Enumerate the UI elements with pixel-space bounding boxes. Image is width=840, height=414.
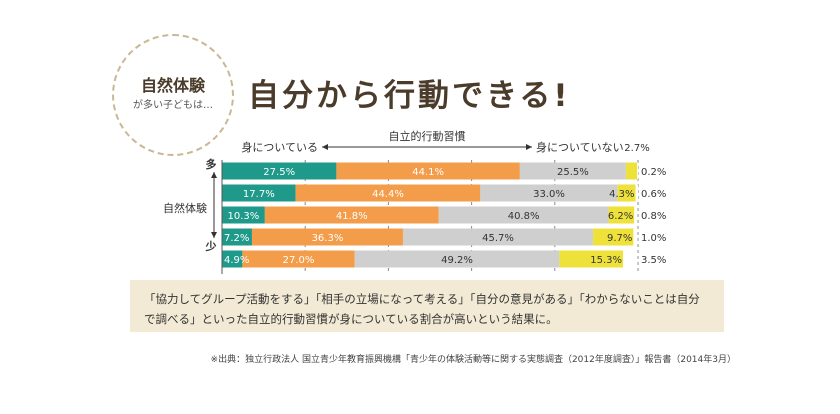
data-label: 44.1% — [412, 167, 444, 178]
data-label: 0.8% — [641, 211, 666, 222]
data-label: 45.7% — [482, 233, 514, 244]
data-label: 33.0% — [533, 189, 565, 200]
bar-segment — [222, 206, 265, 224]
bar-segment — [637, 162, 638, 180]
data-label: 7.2% — [224, 233, 249, 244]
data-label: 27.0% — [283, 255, 315, 266]
bar-segment — [480, 184, 618, 202]
badge-circle: 自然体験 が多い子どもは… — [112, 34, 234, 156]
arrow-up-icon — [211, 172, 217, 178]
bar-segment — [222, 184, 296, 202]
data-label: 40.8% — [508, 211, 540, 222]
data-label: 6.2% — [608, 211, 633, 222]
bar-segment — [242, 250, 355, 268]
bar-segment — [295, 184, 481, 202]
data-label: 15.3% — [590, 255, 622, 266]
data-label: 4.9% — [224, 255, 249, 266]
data-label: 4.3% — [609, 189, 634, 200]
y-bottom-label: 少 — [205, 239, 217, 253]
bar-segment — [402, 228, 594, 246]
bar-segment — [251, 228, 403, 246]
bar-segment — [634, 206, 638, 224]
bar-segment — [635, 184, 638, 202]
bar-segment — [438, 206, 609, 224]
bar-segment — [617, 184, 636, 202]
bar-segment — [264, 206, 439, 224]
data-label: 25.5% — [557, 167, 589, 178]
data-label: 27.5% — [263, 167, 295, 178]
bar-segment — [222, 250, 243, 268]
data-label: 49.2% — [441, 255, 473, 266]
data-label: 36.3% — [312, 233, 344, 244]
data-label: 0.6% — [641, 189, 666, 200]
badge-title: 自然体験 — [140, 76, 205, 95]
top-annotation: 2.7% — [624, 143, 649, 154]
data-label: 9.7% — [607, 233, 632, 244]
bar-segment — [593, 228, 634, 246]
headline: 自分から行動できる! — [248, 78, 571, 114]
y-axis-label: 自然体験 — [163, 201, 207, 215]
y-top-label: 多 — [206, 157, 217, 171]
data-label: 41.8% — [336, 211, 368, 222]
data-label: 10.3% — [228, 211, 260, 222]
summary-note: 「協力してグループ活動をする」「相手の立場になって考える」「自分の意見がある」「… — [130, 280, 724, 332]
bar-segment — [336, 162, 520, 180]
data-label: 3.5% — [641, 255, 666, 266]
bar-segment — [625, 162, 638, 180]
bar-segment — [633, 228, 638, 246]
arrow-left-icon — [322, 144, 328, 150]
arrow-down-icon — [211, 232, 217, 238]
badge-subtitle: が多い子どもは… — [133, 100, 213, 111]
bar-segment — [608, 206, 635, 224]
header-label: 自立的行動習慣 — [389, 129, 466, 143]
data-label: 0.2% — [641, 167, 666, 178]
bar-segment — [623, 250, 638, 268]
data-label: 17.7% — [243, 189, 275, 200]
bar-segment — [354, 250, 560, 268]
bar-segment — [519, 162, 626, 180]
source-citation: ※出典：独立行政法人 国立青少年教育振興機構「青少年の体験活動等に関する実態調査… — [210, 355, 736, 365]
right-label: 身についていない — [536, 140, 624, 154]
bar-segment — [222, 162, 337, 180]
data-label: 44.4% — [372, 189, 404, 200]
left-label: 身についている — [241, 140, 318, 154]
arrow-right-icon — [526, 144, 532, 150]
data-label: 1.0% — [641, 233, 666, 244]
bar-segment — [222, 228, 252, 246]
bar-segment — [559, 250, 624, 268]
